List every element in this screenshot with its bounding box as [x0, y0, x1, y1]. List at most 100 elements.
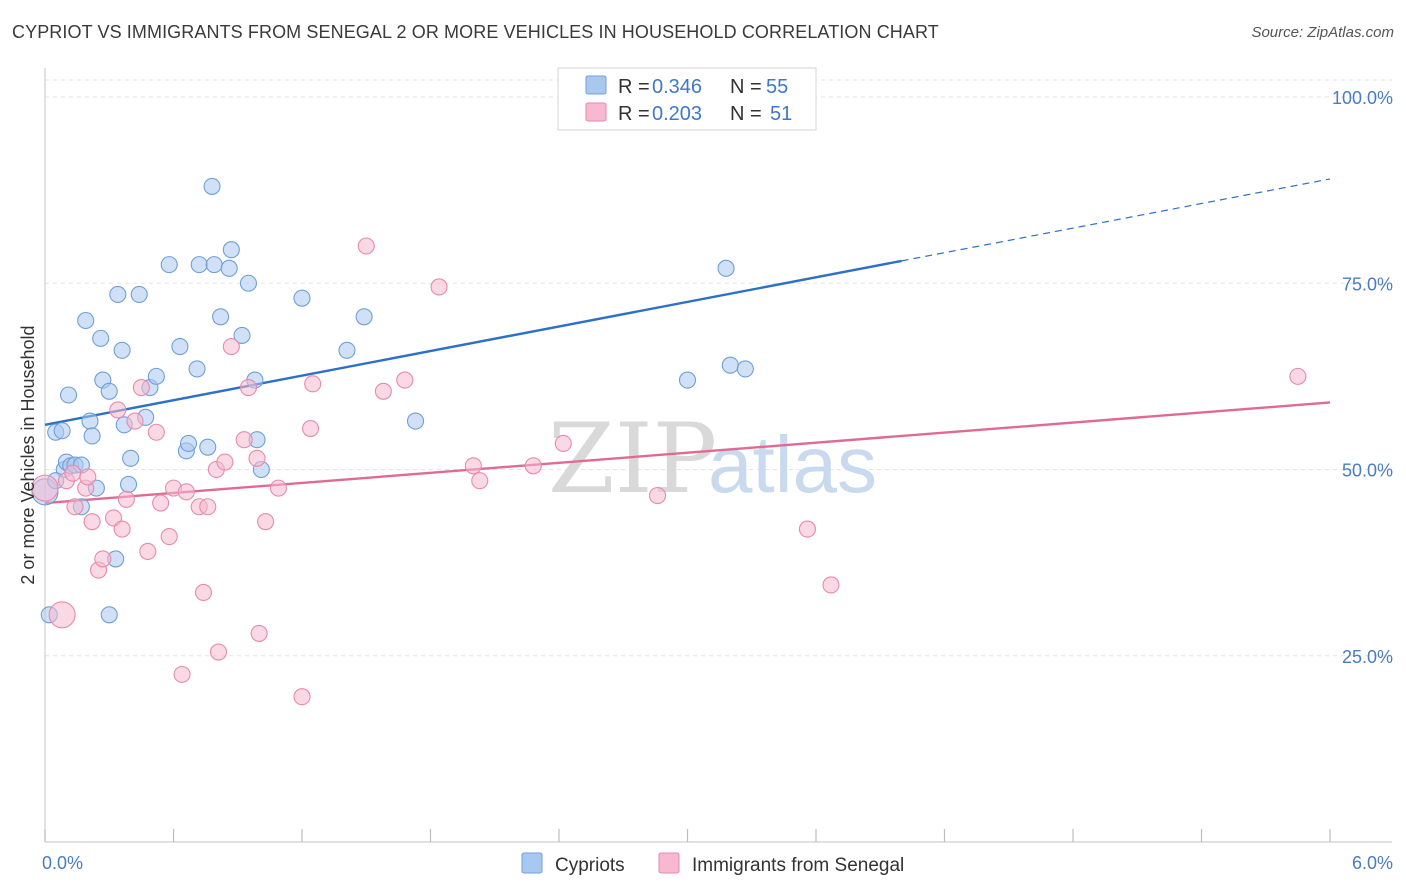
- bottom-legend-swatch-cypriots: [521, 852, 543, 874]
- point-senegal-18: [152, 494, 170, 512]
- point-senegal-9: [94, 550, 112, 568]
- point-cypriots-38: [212, 308, 230, 326]
- point-cypriots-36: [203, 177, 221, 195]
- point-senegal-50: [1289, 367, 1307, 385]
- point-cypriots-41: [233, 326, 251, 344]
- point-cypriots-11: [77, 311, 95, 330]
- point-senegal-15: [132, 378, 150, 397]
- x-tick-label-6: 6.0%: [1352, 853, 1393, 873]
- point-senegal-6: [79, 468, 97, 486]
- legend-n-label-senegal: N =: [730, 103, 762, 125]
- legend-n-value-cypriots: 55: [766, 76, 788, 98]
- bottom-legend-label-senegal: Immigrants from Senegal: [692, 855, 904, 876]
- point-senegal-41: [396, 371, 414, 389]
- legend-r-value-cypriots: 0.346: [652, 76, 702, 98]
- point-senegal-14: [126, 412, 144, 430]
- point-cypriots-53: [736, 360, 754, 378]
- point-senegal-16: [139, 542, 157, 561]
- point-senegal-37: [302, 419, 320, 438]
- legend-n-value-senegal: 51: [770, 103, 792, 125]
- point-senegal-34: [257, 513, 275, 531]
- point-cypriots-35: [199, 438, 217, 456]
- legend-n-label-cypriots: N =: [730, 76, 762, 98]
- point-cypriots-47: [338, 341, 356, 359]
- point-senegal-27: [209, 643, 228, 661]
- point-cypriots-15: [92, 329, 110, 347]
- point-cypriots-39: [220, 259, 238, 277]
- point-cypriots-3: [53, 422, 71, 440]
- point-senegal-47: [648, 487, 667, 505]
- point-cypriots-48: [355, 308, 373, 326]
- legend-r-label-senegal: R =: [618, 103, 650, 125]
- point-cypriots-52: [721, 356, 739, 374]
- point-senegal-29: [222, 338, 240, 356]
- point-cypriots-34: [190, 256, 208, 274]
- gridlines: [45, 79, 1392, 657]
- watermark-zip: ZIP: [548, 403, 717, 515]
- point-senegal-33: [250, 624, 268, 642]
- point-cypriots-32: [179, 434, 198, 452]
- y-tick-label-75: 75.0%: [1342, 274, 1393, 294]
- point-cypriots-28: [147, 367, 165, 385]
- trend-line-senegal: [44, 401, 1331, 505]
- point-cypriots-18: [100, 606, 118, 624]
- point-senegal-39: [357, 237, 375, 255]
- point-cypriots-29: [160, 256, 178, 274]
- axes: [44, 68, 1392, 843]
- point-senegal-22: [177, 483, 195, 501]
- trend-line-cypriots: [44, 259, 902, 426]
- chart-title: CYPRIOT VS IMMIGRANTS FROM SENEGAL 2 OR …: [12, 22, 939, 42]
- point-senegal-4: [66, 498, 84, 516]
- point-cypriots-24: [122, 449, 140, 467]
- point-senegal-31: [239, 378, 258, 397]
- tick-labels: 25.0% 50.0% 75.0% 100.0% 0.0% 6.0%: [42, 88, 1393, 873]
- point-senegal-32: [248, 449, 266, 467]
- point-senegal-25: [199, 498, 217, 516]
- point-cypriots-37: [205, 256, 223, 274]
- point-senegal-17: [147, 423, 165, 441]
- point-senegal-1: [48, 601, 76, 629]
- point-cypriots-30: [171, 338, 189, 356]
- watermark-atlas: atlas: [708, 420, 877, 509]
- point-senegal-40: [374, 382, 392, 400]
- chart-source: Source: ZipAtlas.com: [1251, 24, 1394, 41]
- point-senegal-43: [464, 457, 482, 475]
- point-senegal-42: [430, 278, 448, 296]
- point-cypriots-25: [130, 285, 148, 303]
- trend-line-cypriots-extension: [901, 178, 1331, 262]
- point-cypriots-42: [239, 274, 258, 292]
- bottom-legend: Cypriots Immigrants from Senegal: [521, 852, 904, 876]
- point-senegal-3: [64, 464, 82, 482]
- point-senegal-24: [194, 583, 213, 601]
- point-senegal-7: [83, 513, 101, 531]
- y-tick-label-25: 25.0%: [1342, 647, 1393, 667]
- point-cypriots-12: [81, 412, 99, 430]
- point-senegal-49: [822, 576, 840, 594]
- point-senegal-44: [471, 472, 489, 490]
- y-tick-label-100: 100.0%: [1332, 88, 1393, 108]
- legend-swatch-cypriots: [585, 75, 607, 95]
- point-cypriots-50: [678, 371, 697, 389]
- point-cypriots-51: [717, 259, 735, 277]
- point-senegal-21: [173, 665, 191, 683]
- point-senegal-28: [216, 453, 234, 471]
- legend-box: R = 0.346 N = 55 R = 0.203 N = 51: [557, 67, 817, 131]
- point-senegal-19: [160, 527, 178, 546]
- point-senegal-45: [524, 457, 542, 475]
- point-senegal-30: [235, 431, 253, 449]
- point-senegal-46: [554, 434, 572, 452]
- legend-r-label-cypriots: R =: [618, 76, 650, 98]
- point-senegal-38: [304, 375, 322, 393]
- point-cypriots-21: [113, 341, 131, 359]
- bottom-legend-label-cypriots: Cypriots: [555, 855, 625, 876]
- point-cypriots-33: [188, 360, 206, 378]
- point-senegal-36: [293, 688, 311, 706]
- y-tick-label-50: 50.0%: [1342, 461, 1393, 481]
- x-tick-label-0: 0.0%: [42, 853, 83, 873]
- legend-r-value-senegal: 0.203: [652, 103, 702, 125]
- point-senegal-35: [269, 479, 287, 497]
- trend-lines: [44, 178, 1331, 505]
- point-cypriots-40: [222, 241, 240, 259]
- point-senegal-12: [113, 520, 131, 538]
